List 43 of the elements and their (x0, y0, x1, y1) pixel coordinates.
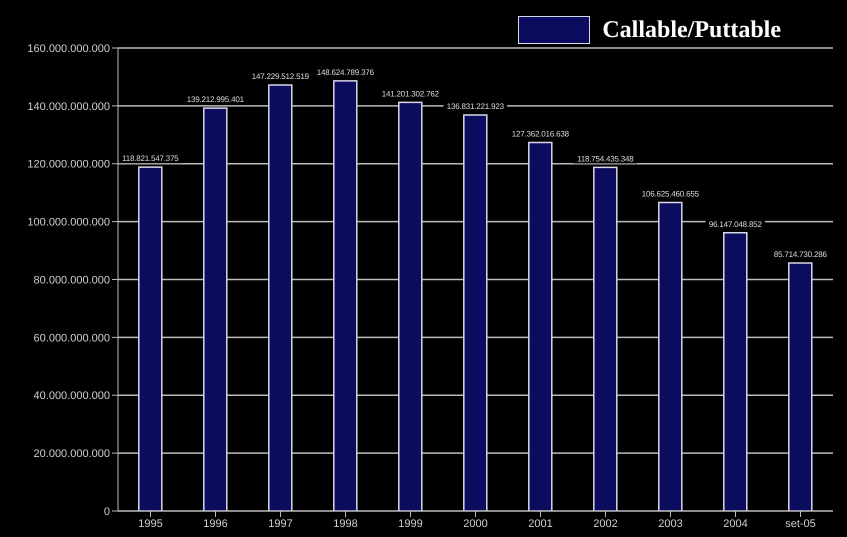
x-tick-label: 1996 (203, 518, 228, 530)
y-tick-label: 20.000.000.000 (34, 448, 110, 460)
legend-label: Callable/Puttable (602, 16, 781, 44)
bar (463, 114, 488, 511)
bar (203, 107, 228, 511)
data-label: 148.624.789.376 (316, 68, 375, 77)
x-tick-label: 1999 (398, 518, 423, 530)
bar (658, 202, 683, 511)
data-label: 141.201.302.762 (382, 89, 440, 98)
bar (268, 84, 293, 511)
x-tick-label: 2004 (723, 518, 748, 530)
x-tick-label: 2001 (528, 518, 553, 530)
data-label: 147.229.512.519 (252, 72, 310, 81)
y-tick-label: 160.000.000.000 (27, 42, 110, 55)
y-tick-label: 60.000.000.000 (34, 332, 110, 344)
x-tick-label: 2003 (658, 518, 683, 530)
data-label: 118.754.435.348 (577, 154, 634, 164)
y-tick-label: 120.000.000.000 (27, 158, 110, 171)
bar (333, 80, 358, 511)
bar (723, 232, 748, 511)
bar (788, 262, 813, 511)
x-tick-label: 1997 (268, 518, 293, 530)
data-label: 85.714.730.286 (774, 250, 828, 259)
data-label: 127.362.016.638 (512, 129, 570, 138)
y-tick-label: 100.000.000.000 (27, 216, 110, 229)
y-tick-label: 140.000.000.000 (27, 100, 110, 113)
bar (138, 166, 163, 511)
data-label: 118.821.547.375 (122, 154, 180, 164)
y-tick-label: 0 (104, 506, 110, 518)
data-label: 106.625.460.655 (642, 189, 700, 198)
data-label: 136.831.221.923 (446, 102, 505, 112)
x-tick-label: set-05 (785, 518, 816, 530)
bar (528, 142, 553, 511)
x-tick-label: 1995 (138, 518, 163, 530)
x-tick-label: 2000 (463, 518, 488, 530)
y-tick-label: 40.000.000.000 (34, 390, 110, 402)
y-tick-label: 80.000.000.000 (34, 274, 110, 286)
data-label: 96.147.048.852 (708, 220, 762, 229)
bar (593, 166, 618, 511)
bar (398, 102, 423, 511)
x-tick-label: 1998 (333, 518, 358, 530)
x-tick-label: 2002 (593, 518, 618, 530)
data-label: 139.212.995.401 (186, 95, 245, 104)
